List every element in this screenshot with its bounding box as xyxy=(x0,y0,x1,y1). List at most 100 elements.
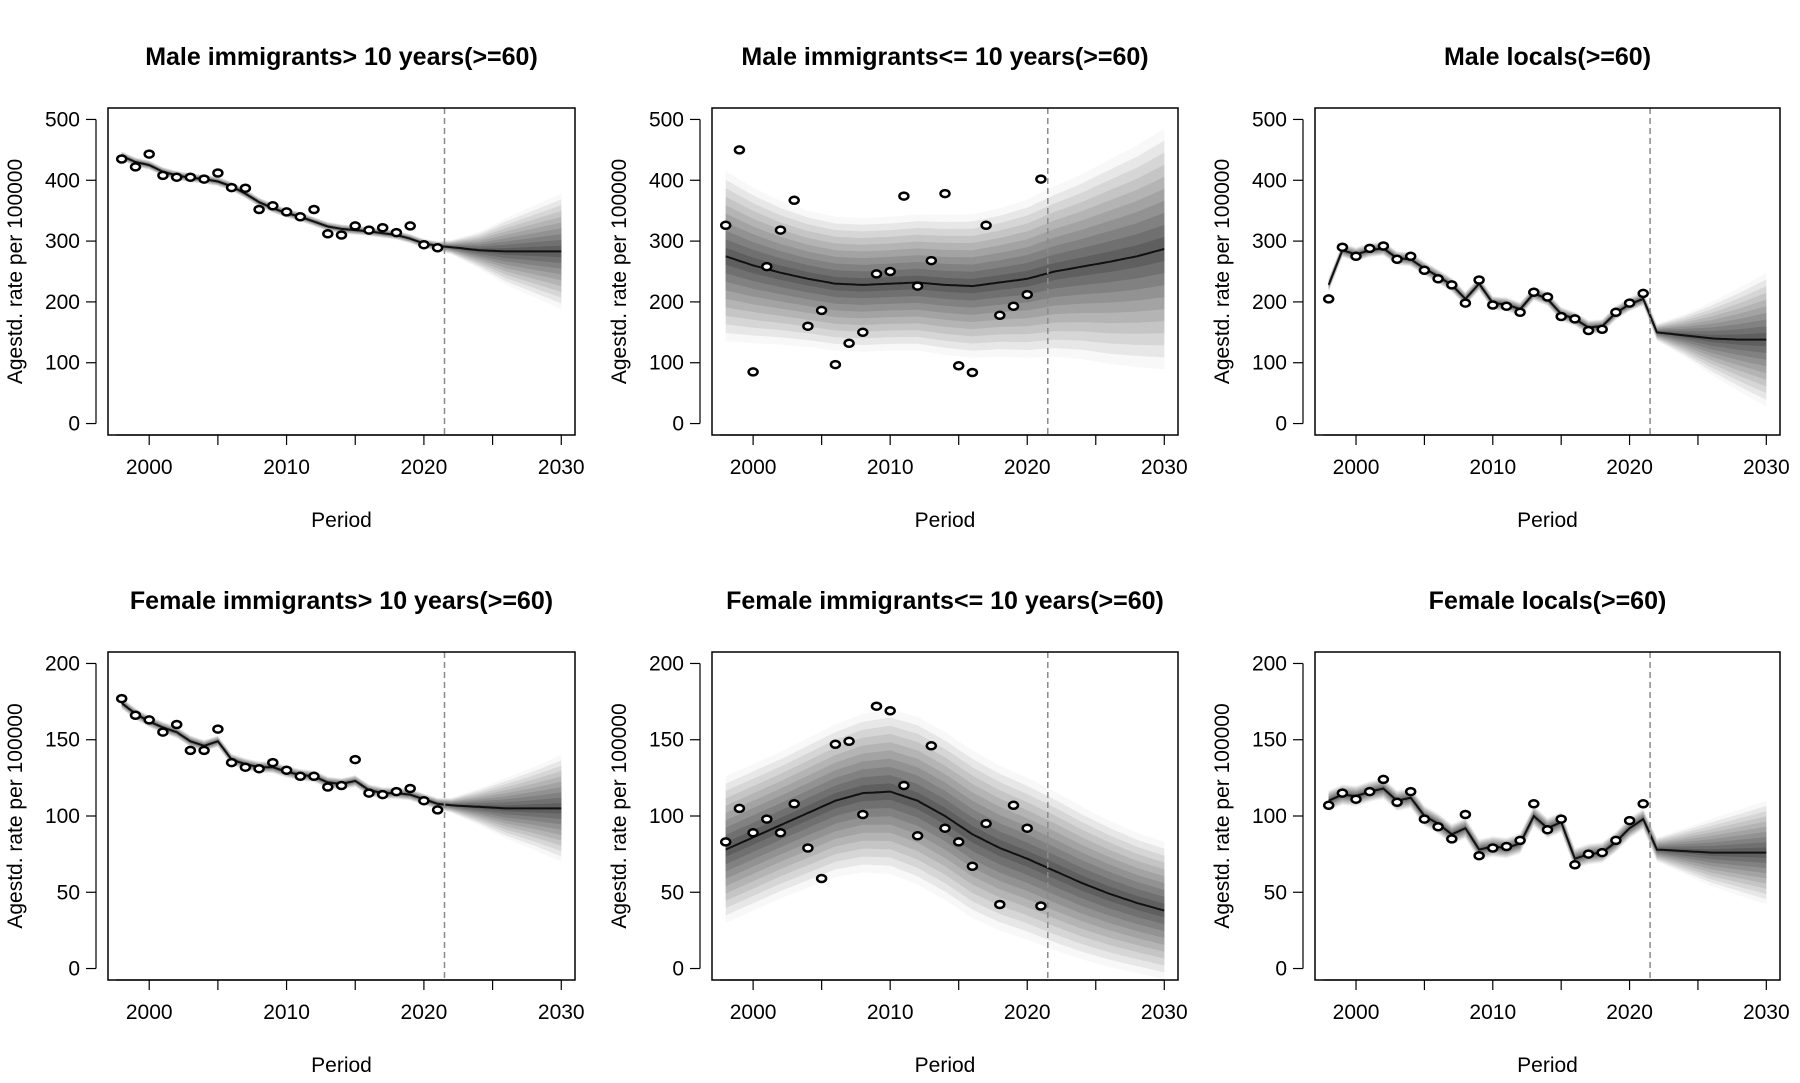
y-tick-label: 400 xyxy=(649,169,684,192)
observed-point xyxy=(884,266,896,277)
fitted-line xyxy=(725,790,1165,912)
observed-point xyxy=(225,757,238,768)
observed-point xyxy=(184,172,197,182)
y-axis-label: Agestd. rate per 100000 xyxy=(4,159,27,384)
y-tick-label: 200 xyxy=(1252,652,1287,675)
observed-point xyxy=(1446,834,1458,844)
x-tick-label: 2020 xyxy=(401,1001,448,1024)
y-tick-label: 300 xyxy=(1252,230,1287,253)
observed-point xyxy=(1035,901,1047,911)
observed-point xyxy=(1021,823,1033,833)
observed-point xyxy=(1007,800,1020,811)
observed-point xyxy=(212,724,224,734)
observed-point xyxy=(829,359,842,370)
observed-point xyxy=(349,221,361,231)
observed-point xyxy=(1623,298,1636,308)
observed-point xyxy=(253,763,265,774)
observed-point xyxy=(747,828,759,838)
observed-point xyxy=(1021,289,1033,300)
observed-point xyxy=(308,771,320,782)
y-axis-label: Agestd. rate per 100000 xyxy=(1211,703,1234,928)
observed-point xyxy=(952,837,965,847)
observed-point xyxy=(1569,860,1581,870)
x-axis-label: Period xyxy=(1517,509,1578,532)
x-tick-label: 2020 xyxy=(1606,456,1653,479)
observed-point xyxy=(363,225,375,235)
y-tick-label: 50 xyxy=(57,881,80,904)
observed-point xyxy=(1500,841,1513,852)
x-tick-label: 2000 xyxy=(1333,456,1380,479)
observed-point xyxy=(1528,799,1540,809)
observed-point xyxy=(939,823,951,833)
observed-point xyxy=(363,788,375,798)
prediction-band-1 xyxy=(725,237,1165,294)
x-tick-label: 2000 xyxy=(730,1001,777,1024)
observed-point xyxy=(1404,251,1417,262)
x-tick-label: 2000 xyxy=(126,1001,173,1024)
x-tick-label: 2010 xyxy=(867,456,914,479)
observed-point xyxy=(1035,174,1047,184)
observed-point xyxy=(1377,774,1390,785)
observed-point xyxy=(884,706,896,716)
observed-point xyxy=(719,837,732,847)
y-tick-label: 200 xyxy=(45,652,80,675)
observed-point xyxy=(349,754,361,765)
observed-point xyxy=(390,227,403,238)
y-tick-label: 400 xyxy=(1252,169,1287,192)
observed-point xyxy=(376,222,389,233)
observed-point xyxy=(143,715,155,725)
observed-point xyxy=(198,174,210,184)
observed-point xyxy=(1637,799,1649,809)
observed-point xyxy=(1500,301,1513,311)
chart-panel-3: Male locals(>=60) 2000 2010 2020 2030 Period 0… xyxy=(1211,43,1790,532)
observed-point xyxy=(1363,243,1376,254)
x-tick-label: 2030 xyxy=(1141,1001,1188,1024)
x-tick-label: 2010 xyxy=(867,1001,914,1024)
panel-title: Female locals(>=60) xyxy=(1429,587,1667,615)
observed-point xyxy=(1528,287,1540,297)
y-axis-label: Agestd. rate per 100000 xyxy=(608,703,631,928)
observed-point xyxy=(404,221,416,231)
observed-point xyxy=(1391,254,1403,265)
chart-panel-1: Male immigrants> 10 years(>=60)2000 2010 2… xyxy=(4,43,585,532)
observed-point xyxy=(774,225,787,235)
observed-point xyxy=(1514,835,1526,846)
observed-point xyxy=(335,230,348,240)
observed-point xyxy=(431,805,444,815)
y-tick-label: 200 xyxy=(649,652,684,675)
x-tick-label: 2010 xyxy=(263,1001,310,1024)
observed-point xyxy=(761,814,773,824)
x-tick-label: 2000 xyxy=(126,456,173,479)
observed-point xyxy=(925,741,938,751)
observed-point xyxy=(267,201,279,211)
y-tick-label: 200 xyxy=(45,291,80,314)
observed-point xyxy=(966,367,979,378)
y-tick-label: 500 xyxy=(649,108,684,131)
observed-point xyxy=(239,183,252,193)
x-tick-label: 2020 xyxy=(1606,1001,1653,1024)
observed-point xyxy=(1432,274,1444,284)
observed-point xyxy=(170,172,183,182)
observed-point xyxy=(1377,241,1390,251)
observed-point xyxy=(1363,786,1376,797)
observed-point xyxy=(322,782,334,792)
panel-title: Male immigrants<= 10 years(>=60) xyxy=(741,43,1148,71)
panel-title: Female immigrants<= 10 years(>=60) xyxy=(726,587,1164,615)
observed-point xyxy=(322,229,334,239)
observed-point xyxy=(1569,314,1581,324)
observed-point xyxy=(1555,311,1567,322)
x-tick-label: 2010 xyxy=(263,456,310,479)
observed-point xyxy=(980,220,992,231)
y-tick-label: 100 xyxy=(649,352,684,375)
y-tick-label: 0 xyxy=(1275,958,1287,981)
y-tick-label: 100 xyxy=(1252,352,1287,375)
observed-point xyxy=(198,745,210,756)
observed-point xyxy=(966,861,979,872)
observed-point xyxy=(857,327,869,338)
observed-point xyxy=(1596,324,1608,335)
observed-point xyxy=(1541,824,1554,835)
y-tick-label: 100 xyxy=(45,805,80,828)
observed-point xyxy=(1007,301,1020,311)
y-tick-label: 500 xyxy=(45,108,80,131)
observed-point xyxy=(1446,280,1458,290)
